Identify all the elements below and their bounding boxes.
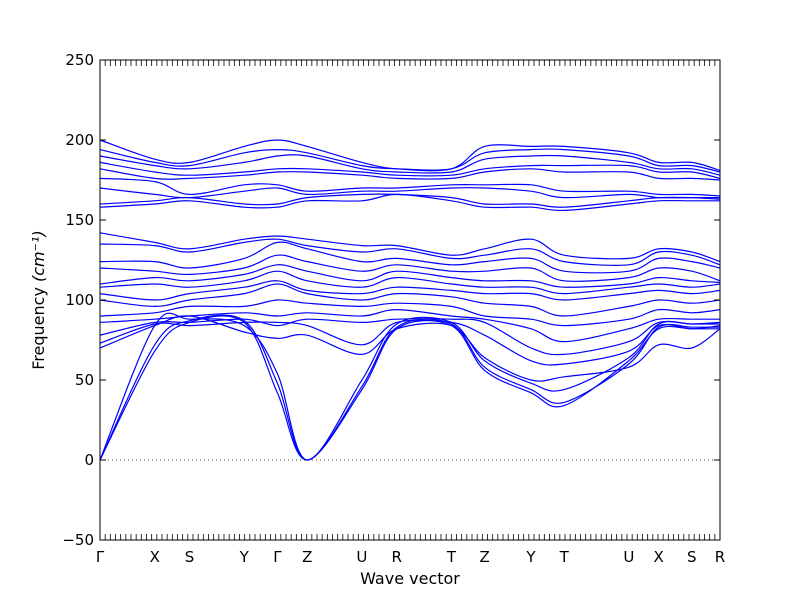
x-axis-label: Wave vector [360,569,460,588]
x-tick-label: X [654,548,664,566]
series-layer [99,139,721,461]
x-tick-label: R [392,548,402,566]
band-line-3 [99,312,720,461]
band-line-15 [99,238,721,266]
x-tick-label: Γ [96,548,105,566]
band-line-23 [99,154,721,176]
x-tick-label: X [150,548,160,566]
y-ticks: −50 0 50 100 150 200 250 [62,51,720,549]
band-line-8 [99,299,721,327]
band-line-21 [99,168,721,181]
x-tick-label: U [356,548,367,566]
y-tick-label: −50 [62,531,94,549]
band-line-19 [99,187,720,199]
x-tick-label: Y [239,548,250,566]
y-tick-label: 0 [84,451,94,469]
band-line-13 [99,254,721,282]
band-line-5 [99,319,721,366]
band-line-10 [99,280,721,301]
band-line-18 [99,193,721,208]
x-tick-label: T [559,548,570,566]
band-line-12 [99,264,721,288]
y-tick-label: 50 [75,371,94,389]
y-axis-label-unit: (cm⁻¹) [29,230,48,282]
band-line-16 [99,232,721,263]
band-line-25 [99,139,721,172]
x-tick-label: Z [479,548,489,566]
y-tick-label: 250 [65,51,94,69]
x-tick-label: S [687,548,697,566]
band-line-14 [99,241,721,274]
x-tick-label: Y [525,548,536,566]
plot-frame [99,59,721,541]
band-line-6 [99,318,721,356]
band-line-17 [99,193,720,212]
y-tick-label: 200 [65,131,94,149]
y-axis-label: Frequency (cm⁻¹) [29,230,48,369]
y-tick-label: 150 [65,211,94,229]
x-tick-label: U [623,548,634,566]
band-line-7 [99,308,720,343]
band-line-9 [99,283,721,317]
y-tick-label: 100 [65,291,94,309]
x-tick-label: Z [302,548,312,566]
x-tick-label: T [446,548,457,566]
y-axis-label-text: Frequency [29,287,48,370]
band-line-11 [99,270,721,295]
x-tick-label: R [715,548,725,566]
x-tick-label: S [185,548,195,566]
x-tick-label: Γ [273,548,282,566]
band-line-22 [99,161,721,179]
band-line-20 [99,177,721,197]
